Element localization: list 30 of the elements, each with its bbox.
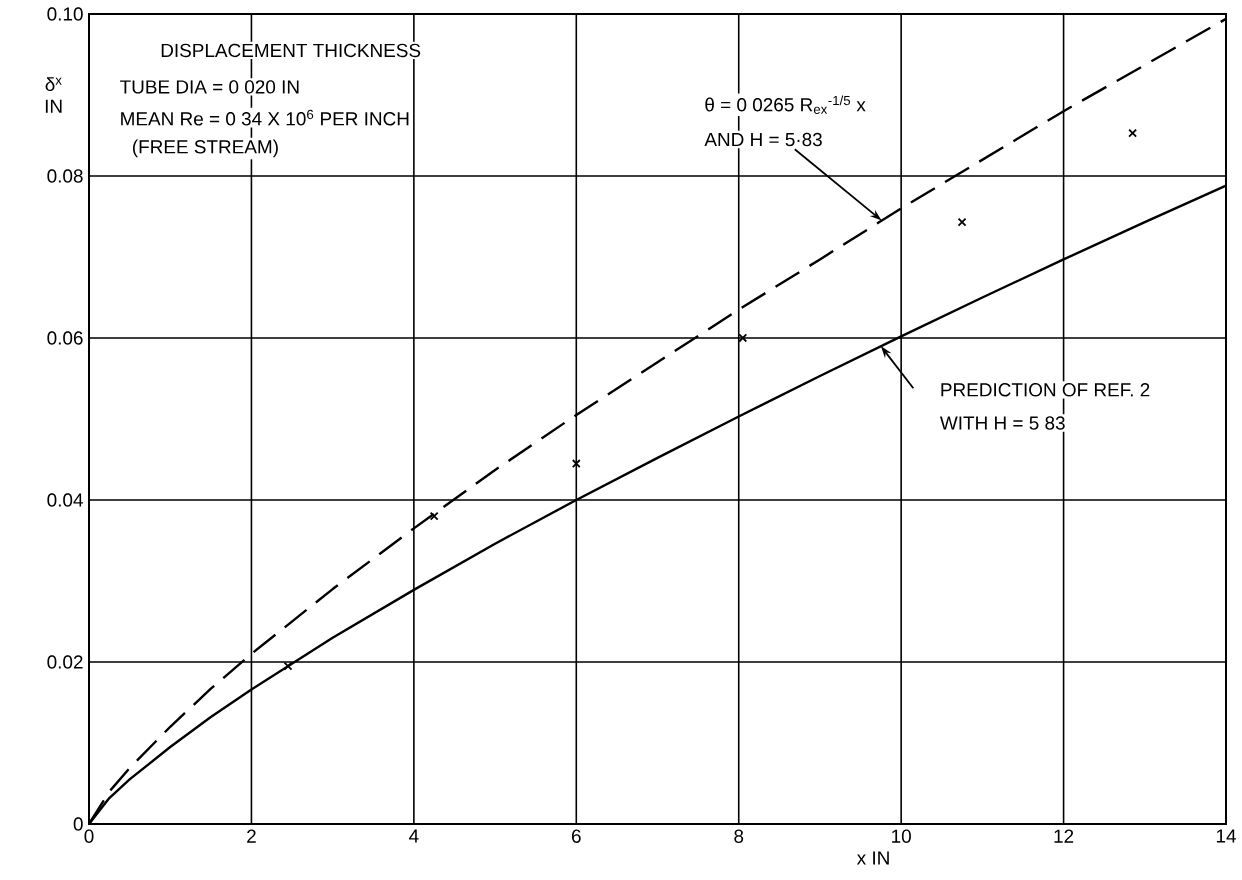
annotation: PREDICTION OF REF. 2: [941, 383, 1150, 397]
x-tick-label: 12: [1054, 829, 1074, 843]
x-tick-label: 14: [1216, 829, 1236, 843]
point: [429, 511, 439, 521]
x-tick-label: 8: [734, 829, 744, 843]
text: DISPLACEMENT THICKNESS: [161, 43, 421, 58]
y-tick-label: 0.08: [47, 169, 83, 183]
point: [1128, 128, 1138, 138]
x-tick-label: 10: [892, 829, 911, 843]
y-axis-title: δ$^{x}$ IN: [45, 77, 62, 113]
annotation: MEAN Re = 0 34 X 10$^{6}$ PER INCH: [121, 109, 409, 126]
y-tick-label: 0.10: [47, 7, 83, 21]
annotation: WITH H = 5 83: [939, 416, 1065, 430]
x-tick-label: 4: [409, 829, 419, 843]
x-tick-label: 6: [571, 829, 581, 843]
point: [738, 333, 748, 343]
point: [571, 459, 581, 468]
x-tick-label: 0: [84, 829, 94, 843]
x-axis-title: x IN: [856, 851, 889, 865]
annotation: θ = 0 0265 R$_{ex}$$^{-1/5}$ x: [705, 95, 866, 114]
y-tick-label: 0: [73, 817, 83, 831]
annotation: AND H = 5·83: [704, 132, 822, 147]
point: [283, 661, 293, 671]
annotation: TUBE DIA = 0 020 IN: [120, 80, 299, 94]
x-tick-label: 2: [247, 829, 256, 843]
annotation: (FREE STREAM): [132, 139, 278, 158]
y-tick-label: 0.06: [47, 331, 83, 345]
y-tick-label: 0.04: [47, 493, 83, 507]
point: [957, 217, 967, 227]
y-tick-label: 0.02: [47, 655, 83, 669]
